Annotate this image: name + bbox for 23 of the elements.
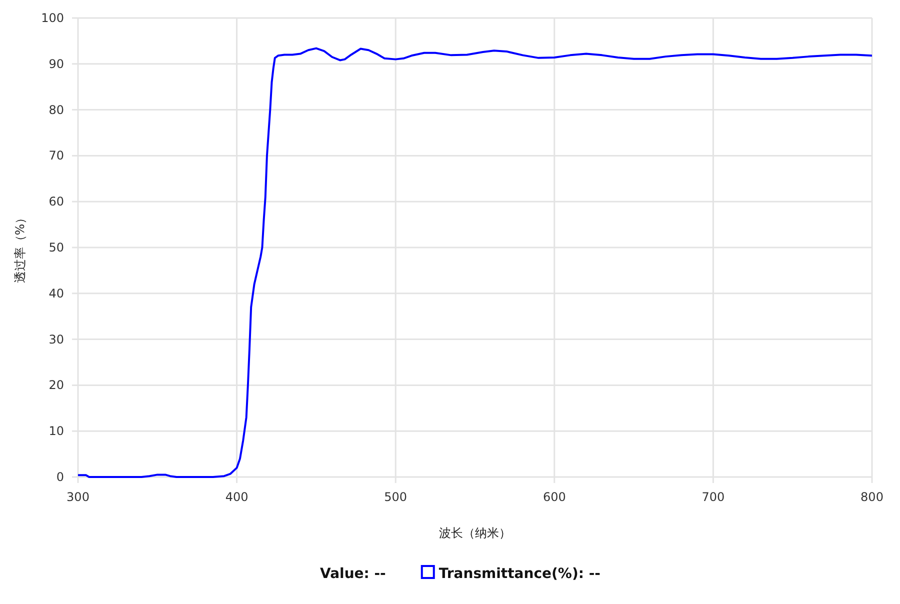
- y-tick-label: 50: [48, 240, 64, 254]
- y-tick-label: 30: [48, 332, 64, 346]
- y-tick-label: 100: [41, 11, 64, 25]
- y-tick-label: 60: [48, 194, 64, 209]
- x-tick-label: 400: [225, 490, 248, 504]
- y-axis-title: 透过率（%）: [13, 212, 27, 284]
- x-tick-label: 300: [66, 490, 90, 504]
- line-series: [78, 47, 872, 478]
- x-tick-label: 600: [542, 490, 566, 504]
- y-tick-label: 90: [48, 56, 64, 71]
- x-tick-label: 700: [702, 490, 725, 504]
- y-tick-label: 20: [48, 378, 64, 392]
- text: : --: [578, 566, 601, 582]
- legend-label: Transmittance(%): [438, 566, 578, 582]
- y-tick-label: 40: [48, 286, 64, 300]
- x-axis-title: 波长（纳米）: [439, 526, 511, 540]
- text: Value: --: [320, 566, 386, 582]
- x-tick-label: 800: [860, 490, 884, 504]
- y-tick-label: 80: [48, 102, 64, 117]
- y-tick-label: 0: [56, 470, 64, 484]
- y-tick-label: 70: [48, 148, 64, 163]
- x-tick-label: 500: [384, 490, 408, 504]
- y-tick-label: 10: [48, 424, 64, 438]
